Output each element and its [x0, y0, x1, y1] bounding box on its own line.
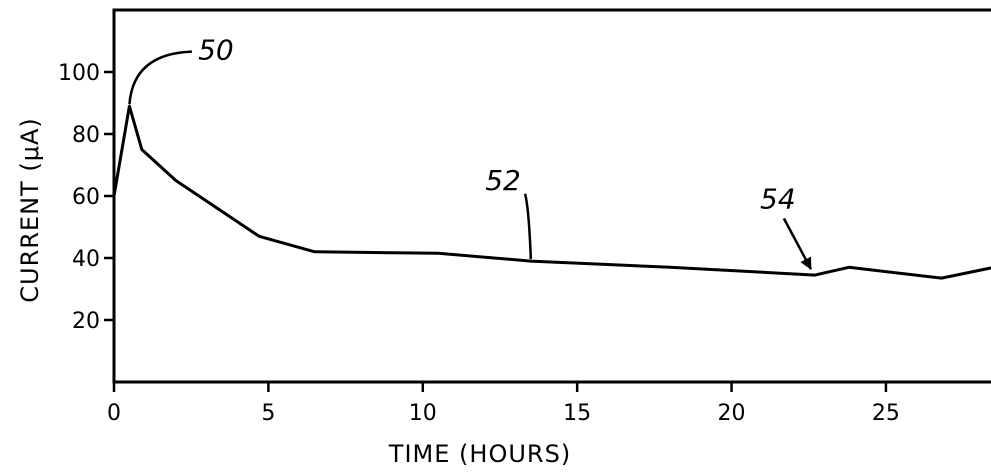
x-axis-ticks: 0 5 10 15 20 25 — [107, 382, 900, 426]
y-axis-ticks: 20 40 60 80 100 — [58, 61, 114, 334]
annotation-leader — [523, 193, 533, 260]
annotation-leader — [128, 50, 192, 105]
y-tick-label: 20 — [72, 309, 100, 334]
series-line — [112, 104, 991, 280]
x-tick-label: 20 — [718, 401, 746, 426]
y-tick-label: 80 — [72, 123, 100, 148]
x-tick-label: 25 — [872, 401, 900, 426]
annotation-arrow — [782, 217, 813, 270]
annotation-label: 50 — [198, 34, 234, 67]
y-axis-label: CURRENT (μA) — [16, 117, 44, 303]
annotation-label: 54 — [760, 182, 796, 215]
y-tick-label: 100 — [58, 61, 100, 86]
series-layer — [112, 104, 991, 280]
x-tick-label: 5 — [261, 401, 275, 426]
y-tick-label: 40 — [72, 247, 100, 272]
annotations: 50 52 54 — [128, 34, 813, 270]
plot-frame — [112, 8, 991, 384]
x-tick-label: 10 — [409, 401, 437, 426]
x-tick-label: 15 — [563, 401, 591, 426]
annotation-label: 52 — [485, 164, 521, 197]
y-tick-label: 60 — [72, 185, 100, 210]
x-tick-label: 0 — [107, 401, 121, 426]
x-axis-label: TIME (HOURS) — [388, 440, 571, 468]
